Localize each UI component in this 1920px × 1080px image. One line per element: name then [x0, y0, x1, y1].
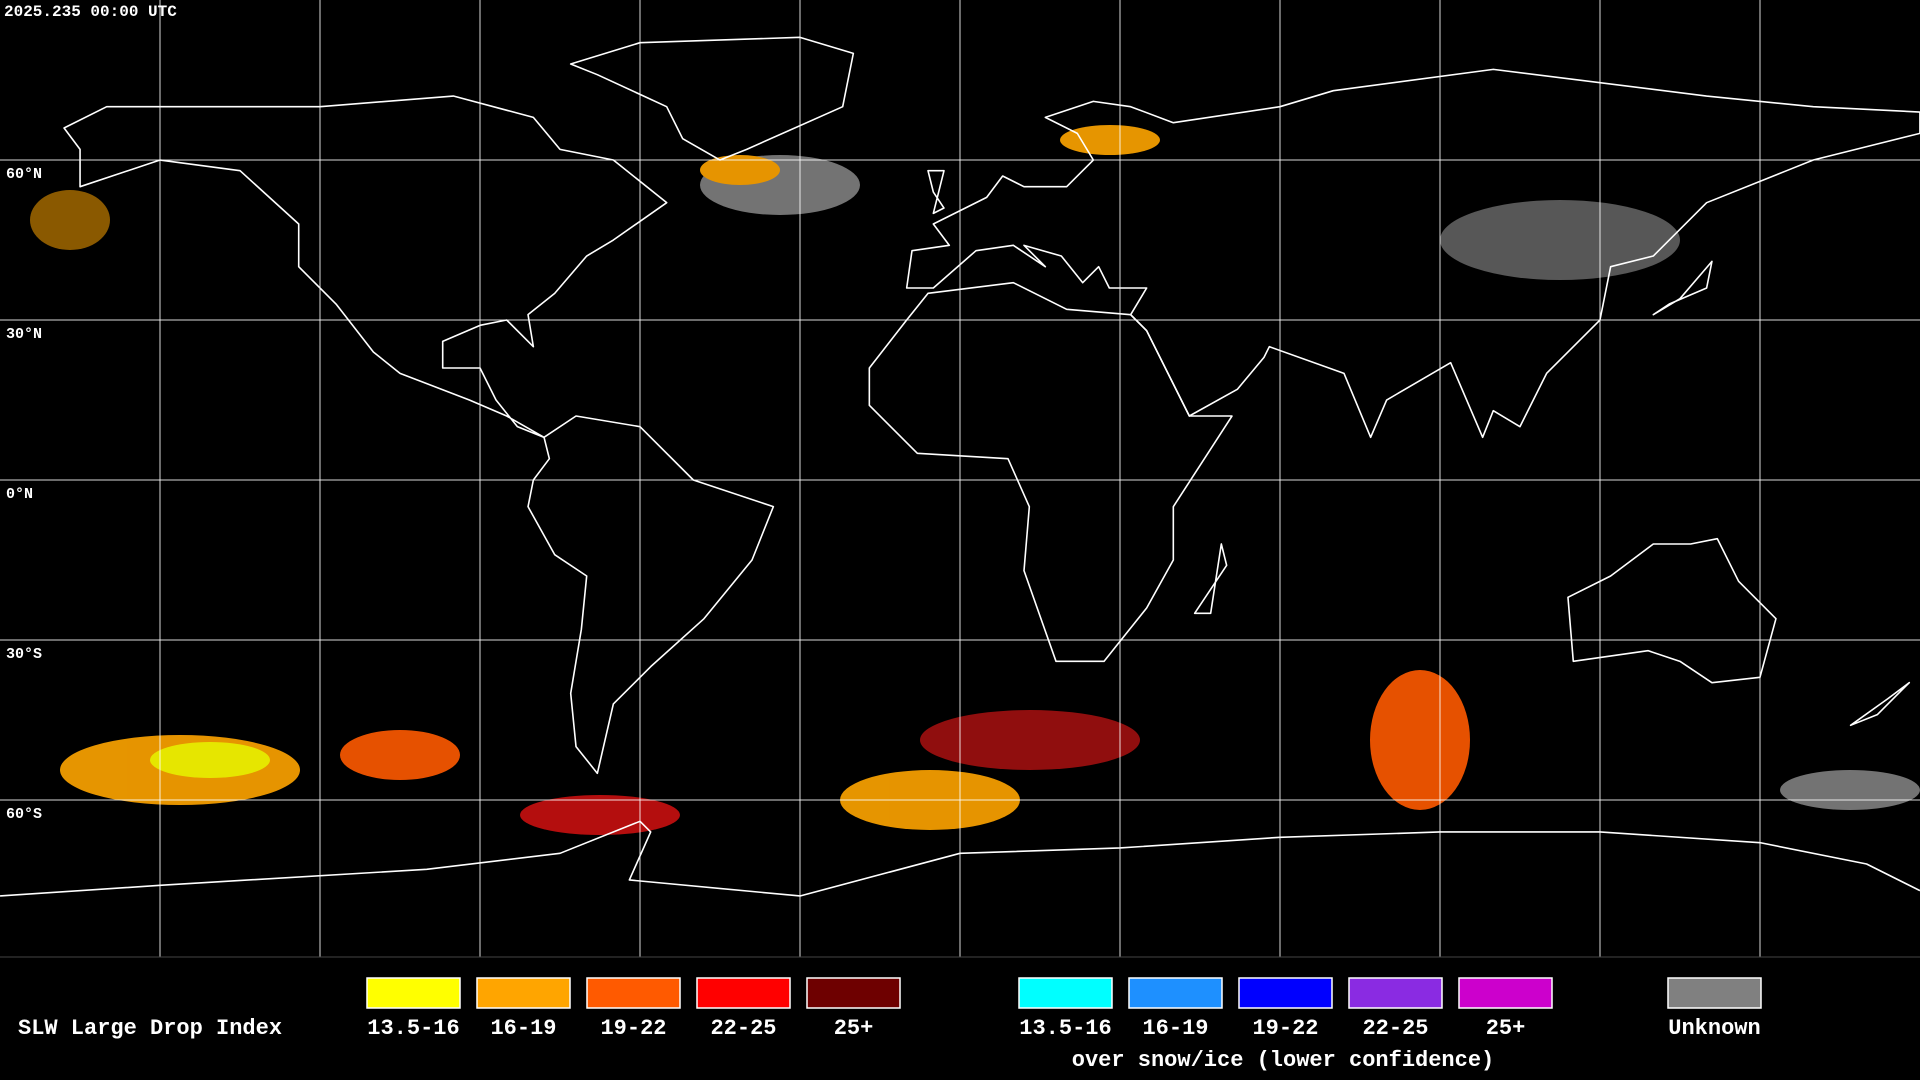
legend-swatch: [1458, 977, 1553, 1009]
legend: 13.5-16 16-19 19-22 22-25 25+ 13.5-16 16-19 19-…: [366, 977, 1762, 1041]
cloud-field: [30, 125, 1920, 835]
legend-label: 13.5-16: [367, 1016, 459, 1041]
legend-swatch: [1238, 977, 1333, 1009]
lat-label: 30°N: [6, 326, 42, 343]
lat-label: 30°S: [6, 646, 42, 663]
legend-label: 19-22: [600, 1016, 666, 1041]
legend-label: 25+: [1486, 1016, 1526, 1041]
legend-swatch: [476, 977, 571, 1009]
legend-label: 25+: [834, 1016, 874, 1041]
timestamp: 2025.235 00:00 UTC: [4, 3, 177, 21]
graticule: [0, 0, 1920, 957]
legend-swatch: [1667, 977, 1762, 1009]
lat-labels: 60°N 30°N 0°N 30°S 60°S: [6, 166, 42, 823]
legend-swatch: [586, 977, 681, 1009]
legend-title: SLW Large Drop Index: [18, 1016, 282, 1041]
legend-label: 16-19: [490, 1016, 556, 1041]
legend-label: 13.5-16: [1019, 1016, 1111, 1041]
legend-swatch: [806, 977, 901, 1009]
legend-swatch: [1018, 977, 1113, 1009]
snow-ice-note: over snow/ice (lower confidence): [1072, 1048, 1494, 1073]
legend-swatch: [1128, 977, 1223, 1009]
lat-label: 0°N: [6, 486, 33, 503]
legend-swatch: [696, 977, 791, 1009]
lat-label: 60°S: [6, 806, 42, 823]
legend-label: Unknown: [1668, 1016, 1760, 1041]
legend-label: 22-25: [1362, 1016, 1428, 1041]
legend-swatch: [366, 977, 461, 1009]
legend-panel: [0, 957, 1920, 1080]
legend-label: 22-25: [710, 1016, 776, 1041]
legend-label: 19-22: [1252, 1016, 1318, 1041]
legend-label: 16-19: [1142, 1016, 1208, 1041]
coastlines: [0, 37, 1920, 896]
legend-swatch: [1348, 977, 1443, 1009]
lat-label: 60°N: [6, 166, 42, 183]
